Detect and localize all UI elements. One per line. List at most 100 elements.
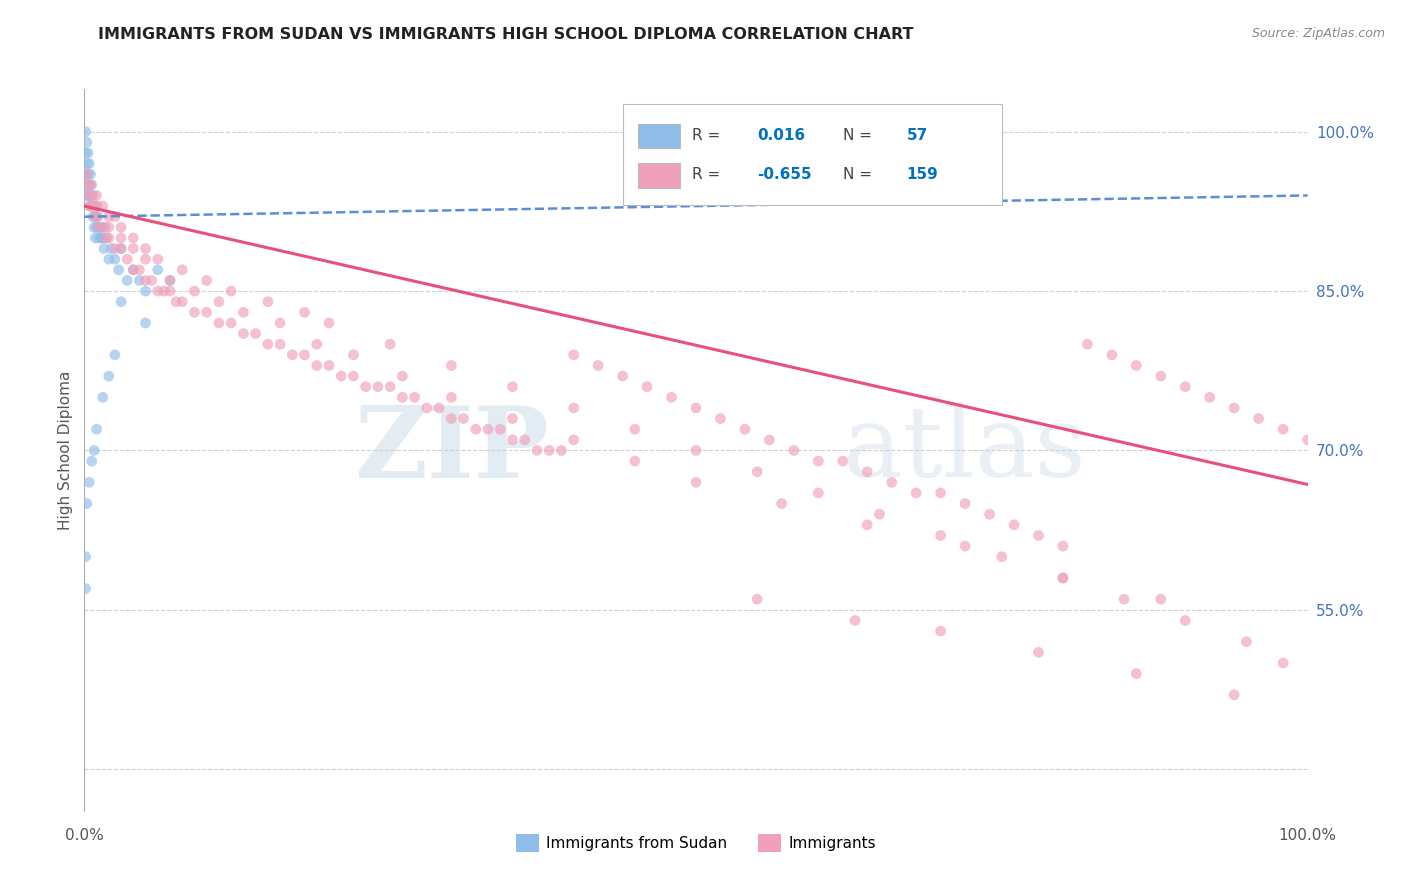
Point	[477, 422, 499, 436]
Point	[1272, 422, 1295, 436]
Point	[538, 443, 561, 458]
Point	[1101, 348, 1123, 362]
Point	[86, 188, 108, 202]
Point	[562, 433, 585, 447]
Point	[84, 210, 107, 224]
Text: IMMIGRANTS FROM SUDAN VS IMMIGRANTS HIGH SCHOOL DIPLOMA CORRELATION CHART: IMMIGRANTS FROM SUDAN VS IMMIGRANTS HIGH…	[98, 27, 914, 42]
Point	[82, 210, 104, 224]
Point	[90, 231, 112, 245]
Point	[880, 475, 903, 490]
Point	[80, 188, 103, 202]
Point	[856, 465, 879, 479]
Point	[80, 178, 103, 192]
Point	[979, 507, 1001, 521]
Point	[93, 242, 115, 256]
Point	[844, 614, 866, 628]
Point	[1174, 380, 1197, 394]
Point	[153, 284, 176, 298]
Point	[75, 125, 97, 139]
Point	[128, 273, 150, 287]
Point	[91, 390, 114, 404]
Text: N =: N =	[842, 168, 876, 182]
Point	[83, 220, 105, 235]
Point	[135, 316, 157, 330]
Point	[440, 411, 463, 425]
Point	[79, 167, 101, 181]
Point	[77, 188, 100, 202]
Point	[115, 252, 138, 267]
Point	[87, 210, 110, 224]
Point	[104, 210, 127, 224]
Point	[146, 263, 169, 277]
Point	[586, 359, 609, 373]
Point	[257, 294, 280, 309]
Point	[562, 401, 585, 415]
Point	[294, 348, 316, 362]
Point	[1236, 634, 1258, 648]
Point	[380, 380, 402, 394]
Point	[1028, 528, 1050, 542]
Point	[929, 486, 952, 500]
Point	[734, 422, 756, 436]
Point	[1174, 614, 1197, 628]
Point	[83, 199, 105, 213]
Point	[1028, 645, 1050, 659]
Point	[80, 454, 103, 468]
Point	[502, 380, 524, 394]
Point	[146, 284, 169, 298]
Point	[404, 390, 426, 404]
Point	[624, 454, 647, 468]
Point	[77, 178, 100, 192]
FancyBboxPatch shape	[623, 103, 1002, 205]
Point	[104, 242, 127, 256]
FancyBboxPatch shape	[638, 163, 681, 188]
Point	[77, 475, 100, 490]
Point	[75, 582, 97, 596]
Point	[91, 220, 114, 235]
Point	[783, 443, 806, 458]
Text: atlas: atlas	[842, 402, 1085, 499]
Point	[1002, 517, 1025, 532]
Point	[526, 443, 548, 458]
Point	[1150, 592, 1173, 607]
Point	[380, 337, 402, 351]
Point	[79, 188, 101, 202]
Point	[354, 380, 377, 394]
Point	[831, 454, 853, 468]
Point	[86, 199, 108, 213]
Point	[770, 497, 793, 511]
Point	[257, 337, 280, 351]
Text: ZIP: ZIP	[354, 402, 550, 499]
Point	[76, 178, 98, 192]
Point	[122, 231, 145, 245]
Point	[612, 369, 634, 384]
Point	[562, 348, 585, 362]
Point	[100, 242, 122, 256]
Point	[391, 390, 413, 404]
Text: -0.655: -0.655	[758, 168, 811, 182]
Point	[75, 145, 97, 160]
Point	[208, 294, 231, 309]
Point	[869, 507, 891, 521]
Point	[110, 294, 132, 309]
Point	[1052, 539, 1074, 553]
Point	[135, 242, 157, 256]
Point	[77, 167, 100, 181]
Point	[440, 390, 463, 404]
Point	[747, 465, 769, 479]
Point	[464, 422, 486, 436]
Point	[807, 454, 830, 468]
Point	[110, 242, 132, 256]
Point	[87, 220, 110, 235]
Point	[758, 433, 780, 447]
Point	[77, 188, 100, 202]
Point	[342, 348, 364, 362]
Point	[135, 252, 157, 267]
Point	[76, 167, 98, 181]
Point	[1223, 688, 1246, 702]
Point	[636, 380, 658, 394]
Point	[1150, 369, 1173, 384]
Point	[172, 294, 194, 309]
Point	[953, 497, 976, 511]
Point	[76, 156, 98, 170]
